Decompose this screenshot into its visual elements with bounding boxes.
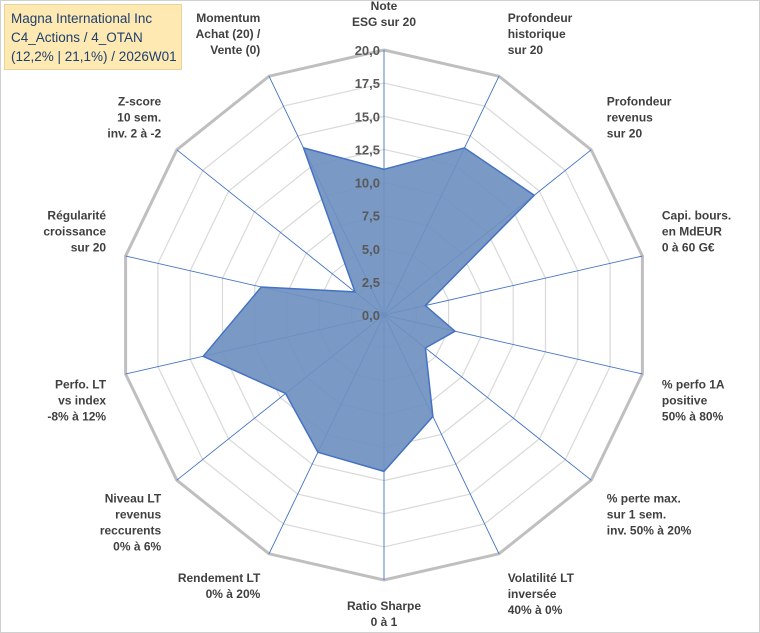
axis-label-line: -8% à 12%	[47, 409, 106, 423]
tick-label: 0,0	[362, 308, 380, 323]
axis-label-line: historique	[508, 27, 566, 41]
axis-label-line: Profondeur	[607, 94, 672, 108]
axis-label-line: Capi. bours.	[662, 209, 731, 223]
axis-label-line: Rendement LT	[178, 571, 261, 585]
axis-label: Profondeur historique sur 20	[508, 11, 573, 57]
axis-label: % perfo 1A positive 50% à 80%	[662, 377, 725, 423]
series-layer	[201, 146, 536, 473]
axis-label-line: sur 20	[607, 126, 643, 140]
tick-label: 20,0	[355, 43, 380, 58]
axis-label-line: 0% à 6%	[113, 540, 161, 554]
axis-label-line: Z-score	[118, 94, 162, 108]
axis-label: Rendement LT 0% à 20%	[178, 571, 261, 601]
axis-label-line: % perte max.	[607, 492, 681, 506]
tick-label: 7,5	[362, 209, 380, 224]
axis-label: Ratio Sharpe 0 à 1	[347, 599, 421, 629]
axis-label-line: ESG sur 20	[352, 15, 416, 29]
axis-label: Régularité croissance sur 20	[43, 209, 106, 255]
axis-label-line: revenus	[607, 110, 653, 124]
axis-label-line: 0 à 60 G€	[662, 241, 715, 255]
axis-label-line: inv. 2 à -2	[107, 126, 161, 140]
axis-label-line: reccurents	[100, 524, 162, 538]
axis-label-line: inv. 50% à 20%	[607, 524, 692, 538]
axis-label: Perfo. LT vs index -8% à 12%	[47, 377, 106, 423]
tick-layer: 0,0 2,5 5,0 7,5 10,0 12,5 15,0 17,5 20,0	[355, 43, 380, 323]
axis-label: Volatilité LT inversée 40% à 0%	[508, 571, 575, 617]
axis-label-line: sur 1 sem.	[607, 508, 666, 522]
tick-label: 5,0	[362, 242, 380, 257]
axis-label-line: Ratio Sharpe	[347, 599, 421, 613]
portfolio-name: C4_Actions / 4_OTAN	[11, 30, 143, 45]
axis-label: % perte max. sur 1 sem. inv. 50% à 20%	[607, 492, 692, 538]
axis-spoke	[383, 255, 643, 316]
axis-label-line: croissance	[43, 225, 106, 239]
tick-label: 12,5	[355, 142, 380, 157]
axis-label-line: Volatilité LT	[508, 571, 575, 585]
axis-label-line: Achat (20) /	[196, 27, 261, 41]
axis-label-line: Momentum	[196, 11, 260, 25]
axis-label-line: revenus	[115, 508, 161, 522]
tick-label: 10,0	[355, 176, 380, 191]
axis-label-line: positive	[662, 393, 708, 407]
tick-label: 2,5	[362, 275, 380, 290]
axis-label-line: Profondeur	[508, 11, 573, 25]
axis-label: Capi. bours. en MdEUR 0 à 60 G€	[662, 209, 731, 255]
axis-label-line: 50% à 80%	[662, 409, 724, 423]
axis-label-line: Vente (0)	[210, 43, 260, 57]
axis-label-line: 40% à 0%	[508, 603, 563, 617]
axis-label-line: Régularité	[47, 209, 106, 223]
company-name: Magna International Inc	[11, 11, 153, 26]
axis-label-line: % perfo 1A	[662, 377, 725, 391]
axis-label-line: en MdEUR	[662, 225, 722, 239]
axis-label: Momentum Achat (20) / Vente (0)	[196, 11, 261, 57]
tick-label: 17,5	[355, 76, 380, 91]
axis-label-line: sur 20	[508, 43, 544, 57]
axis-label: Profondeur revenus sur 20	[607, 94, 672, 140]
axis-spoke	[176, 149, 385, 316]
axis-label-line: 0% à 20%	[206, 587, 261, 601]
axis-label: Z-score 10 sem. inv. 2 à -2	[107, 94, 161, 140]
performance-stats: (12,2% | 21,1%) / 2026W01	[11, 49, 177, 64]
axis-label: Note ESG sur 20	[352, 0, 416, 29]
axis-label-layer: Note ESG sur 20 Profondeur historique sur 20…	[43, 0, 731, 629]
tick-label: 15,0	[355, 109, 380, 124]
axis-label-line: sur 20	[71, 241, 107, 255]
axis-label-line: 0 à 1	[371, 615, 398, 629]
axis-label-line: Perfo. LT	[55, 377, 107, 391]
axis-label-line: Note	[371, 0, 398, 13]
axis-label-line: vs index	[58, 393, 106, 407]
chart-title-box: Magna International Inc C4_Actions / 4_O…	[4, 4, 182, 70]
axis-label-line: 10 sem.	[117, 110, 161, 124]
axis-label-line: Niveau LT	[105, 492, 162, 506]
axis-label-line: inversée	[508, 587, 557, 601]
axis-label: Niveau LT revenus reccurents 0% à 6%	[100, 492, 162, 554]
series-area	[201, 146, 536, 473]
